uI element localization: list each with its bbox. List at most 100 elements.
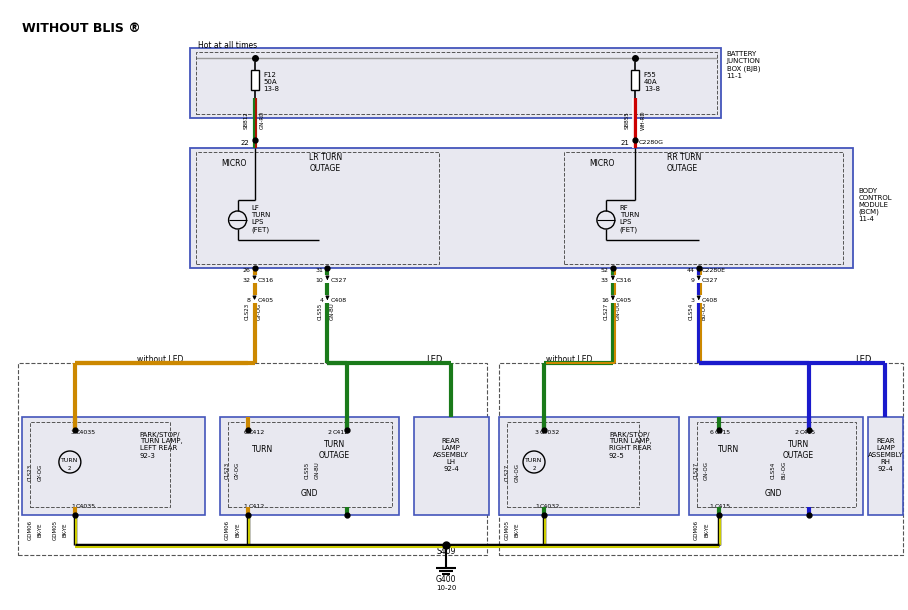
Text: 3: 3 (535, 429, 539, 434)
Text: C4032: C4032 (540, 503, 560, 509)
Text: S409: S409 (437, 548, 456, 556)
Text: 1: 1 (243, 503, 248, 509)
Text: 1: 1 (710, 503, 714, 509)
Text: GDM06: GDM06 (27, 520, 33, 540)
Bar (30, 422, 170, 507)
Bar (868, 417, 903, 515)
Text: G400: G400 (436, 575, 457, 584)
Bar (22, 417, 204, 515)
Bar (18, 363, 487, 555)
Bar (631, 70, 639, 90)
Text: 2: 2 (532, 467, 536, 472)
Text: LF
TURN
LPS
(FET): LF TURN LPS (FET) (252, 205, 271, 233)
Text: Hot at all times: Hot at all times (198, 40, 257, 49)
Text: 1: 1 (535, 503, 539, 509)
Text: TURN: TURN (252, 445, 273, 454)
Text: 26: 26 (242, 268, 251, 273)
Text: RR TURN
OUTAGE: RR TURN OUTAGE (666, 153, 701, 173)
Text: 32: 32 (242, 278, 251, 282)
Text: 22: 22 (241, 140, 250, 146)
Text: REAR
LAMP
ASSEMBLY
RH
92-4: REAR LAMP ASSEMBLY RH 92-4 (867, 438, 903, 472)
Text: CLS27: CLS27 (695, 461, 699, 479)
Bar (251, 70, 259, 90)
Text: C2280E: C2280E (702, 268, 725, 273)
Text: RF
TURN
LPS
(FET): RF TURN LPS (FET) (620, 205, 639, 233)
Text: GN-OG: GN-OG (705, 461, 709, 479)
Text: BK-YE: BK-YE (515, 523, 519, 537)
Text: 31: 31 (316, 268, 323, 273)
Text: 33: 33 (601, 278, 609, 282)
Text: CLS54: CLS54 (771, 461, 776, 479)
Text: LED: LED (855, 356, 872, 365)
Text: C405: C405 (258, 298, 273, 303)
Text: 3: 3 (691, 298, 695, 303)
Text: GY-OG: GY-OG (37, 464, 43, 481)
Text: GN-OG: GN-OG (616, 301, 620, 320)
Text: CLS27: CLS27 (604, 303, 608, 320)
Text: BU-OG: BU-OG (781, 461, 786, 479)
Bar (689, 417, 864, 515)
Text: C2280G: C2280G (639, 140, 664, 146)
Bar (696, 422, 856, 507)
Text: SBB12: SBB12 (244, 111, 249, 129)
Bar (190, 148, 854, 268)
Text: 2: 2 (68, 467, 72, 472)
Text: without LED: without LED (136, 356, 183, 365)
Text: without LED: without LED (546, 356, 592, 365)
Text: PARK/STOP/
TURN LAMP,
RIGHT REAR
92-5: PARK/STOP/ TURN LAMP, RIGHT REAR 92-5 (609, 431, 652, 459)
Text: GY-OG: GY-OG (235, 461, 240, 479)
Text: GDM05: GDM05 (505, 520, 509, 540)
Text: GDM05: GDM05 (53, 520, 57, 540)
Text: C316: C316 (258, 278, 273, 282)
Text: 6: 6 (710, 429, 714, 434)
Text: 1: 1 (71, 503, 74, 509)
Text: C327: C327 (702, 278, 718, 282)
Text: GND: GND (301, 489, 318, 498)
Text: CLS55: CLS55 (318, 303, 323, 320)
Text: C4035: C4035 (76, 429, 96, 434)
Text: BU-OG: BU-OG (701, 302, 706, 320)
Text: 21: 21 (621, 140, 630, 146)
Text: GN-BU: GN-BU (330, 302, 335, 320)
Text: 8: 8 (247, 298, 251, 303)
Text: CLS23: CLS23 (27, 464, 33, 481)
Bar (499, 417, 679, 515)
Bar (190, 48, 721, 118)
Text: GN-RD: GN-RD (260, 111, 265, 129)
Text: TURN: TURN (718, 445, 739, 454)
Text: 4: 4 (320, 298, 323, 303)
Text: 6: 6 (243, 429, 248, 434)
Text: BATTERY
JUNCTION
BOX (BJB)
11-1: BATTERY JUNCTION BOX (BJB) 11-1 (726, 51, 761, 79)
Bar (499, 363, 903, 555)
Text: BK-YE: BK-YE (235, 523, 240, 537)
Text: 9: 9 (691, 278, 695, 282)
Text: LED: LED (426, 356, 442, 365)
Bar (195, 52, 716, 114)
Text: 44: 44 (686, 268, 695, 273)
Text: BODY
CONTROL
MODULE
(BCM)
11-4: BODY CONTROL MODULE (BCM) 11-4 (858, 188, 892, 222)
Text: TURN
OUTAGE: TURN OUTAGE (783, 440, 814, 460)
Text: LR TURN
OUTAGE: LR TURN OUTAGE (310, 153, 342, 173)
Text: MICRO: MICRO (589, 159, 615, 168)
Text: C415: C415 (715, 503, 731, 509)
Text: WITHOUT BLIS ®: WITHOUT BLIS ® (22, 21, 141, 35)
Text: C415: C415 (715, 429, 731, 434)
Text: GDM06: GDM06 (225, 520, 230, 540)
Bar (228, 422, 392, 507)
Bar (414, 417, 489, 515)
Text: 2: 2 (328, 429, 331, 434)
Text: F12
50A
13-8: F12 50A 13-8 (263, 72, 280, 92)
Text: TURN
OUTAGE: TURN OUTAGE (319, 440, 350, 460)
Bar (507, 422, 639, 507)
Text: CLS54: CLS54 (689, 303, 695, 320)
Text: C327: C327 (331, 278, 347, 282)
Text: GY-OG: GY-OG (257, 303, 262, 320)
Bar (564, 152, 844, 264)
Text: C4035: C4035 (76, 503, 96, 509)
Text: C412: C412 (332, 429, 349, 434)
Text: CLS27: CLS27 (505, 464, 509, 481)
Text: MICRO: MICRO (222, 159, 247, 168)
Text: 10-20: 10-20 (436, 585, 457, 591)
Bar (195, 152, 439, 264)
Text: F55
40A
13-8: F55 40A 13-8 (644, 72, 660, 92)
